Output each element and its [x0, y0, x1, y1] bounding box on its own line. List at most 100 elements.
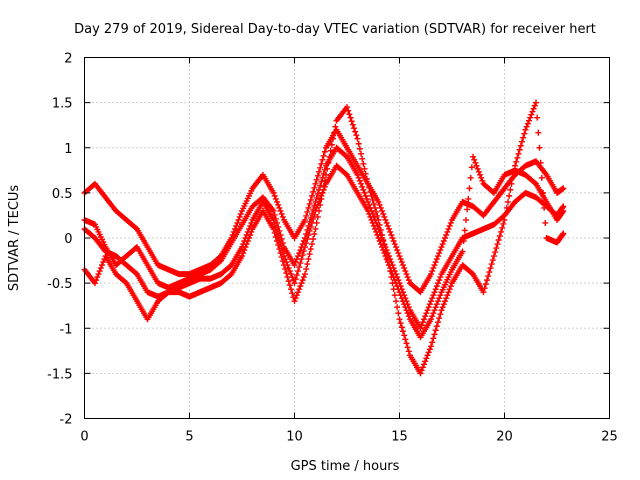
data-point-trail — [492, 220, 507, 256]
data-point-trail — [534, 114, 549, 226]
data-point-trail — [334, 128, 349, 149]
data-point-trail — [282, 246, 297, 267]
data-point — [396, 316, 403, 323]
data-point-trail — [397, 256, 412, 284]
data-point-trail — [492, 186, 507, 204]
x-tick-label: 5 — [185, 430, 193, 445]
data-point-trail — [345, 173, 360, 194]
x-tick-label: 0 — [80, 430, 88, 445]
series-4 — [81, 153, 567, 341]
data-point-trail — [481, 200, 496, 217]
data-point-trail — [439, 219, 454, 248]
data-point-trail — [208, 254, 223, 268]
data-point-trail — [114, 254, 129, 268]
data-point — [270, 189, 277, 196]
data-point-trail — [303, 202, 318, 237]
data-point-trail — [376, 238, 391, 266]
data-point-trail — [471, 273, 486, 294]
data-point-trail — [450, 200, 465, 221]
data-point-trail — [282, 266, 297, 301]
chart-title: Day 279 of 2019, Sidereal Day-to-day VTE… — [74, 22, 596, 37]
data-point — [92, 280, 98, 287]
data-point — [291, 262, 298, 269]
data-point-trail — [145, 300, 160, 321]
data-point-trail — [429, 247, 444, 275]
data-point — [491, 253, 497, 260]
data-point — [470, 153, 476, 160]
data-point-trail — [261, 195, 276, 213]
data-point-trail — [82, 226, 97, 240]
data-point — [522, 126, 529, 133]
data-point-trail — [229, 223, 244, 244]
data-point-trail — [450, 237, 465, 258]
data-point-trail — [135, 246, 150, 267]
data-point — [291, 280, 298, 287]
data-point-trail — [418, 318, 433, 339]
data-point-trail — [313, 166, 328, 201]
data-point-trail — [135, 273, 150, 294]
data-point-trail — [408, 281, 423, 295]
data-point-trail — [240, 228, 255, 257]
data-point — [375, 216, 382, 223]
data-point-trail — [219, 272, 234, 286]
data-point — [365, 198, 371, 205]
data-point — [312, 207, 319, 214]
data-point-trail — [376, 201, 391, 229]
data-point — [302, 271, 308, 278]
data-point-trail — [303, 230, 318, 273]
data-point-trail — [355, 164, 370, 185]
data-point-trail — [229, 255, 244, 276]
series-3 — [81, 99, 567, 377]
data-point-trail — [334, 105, 349, 123]
data-point-trail — [387, 265, 402, 293]
data-point — [365, 180, 371, 187]
data-point-trail — [292, 218, 307, 239]
data-point-trail — [313, 183, 328, 211]
data-marks — [81, 99, 567, 377]
data-point-trail — [439, 283, 454, 311]
data-point-trail — [366, 201, 381, 229]
axis-ticks: 0 5 10 15 20 25 -2 -1.5 -1 -0.5 0 0.5 1 1.5 2 — [47, 52, 618, 445]
data-point — [396, 253, 403, 260]
data-point-trail — [439, 269, 454, 293]
data-point-trail — [124, 217, 139, 231]
data-point-trail — [93, 182, 108, 199]
series-1 — [81, 126, 567, 296]
data-point-trail — [324, 123, 339, 172]
data-point — [344, 104, 350, 111]
y-tick-label: -2 — [60, 413, 73, 428]
data-point-trail — [103, 195, 118, 213]
data-point-trail — [229, 210, 244, 238]
data-point-trail — [523, 102, 538, 130]
data-point — [417, 370, 424, 377]
data-point-trail — [114, 208, 129, 222]
data-point-trail — [292, 238, 307, 266]
data-point-trail — [460, 164, 475, 245]
data-point-trail — [492, 213, 507, 227]
y-tick-label: -1 — [60, 322, 73, 337]
data-point — [312, 180, 319, 187]
data-point-trail — [534, 182, 549, 203]
data-point — [560, 230, 567, 237]
data-point-trail — [534, 159, 549, 177]
data-point — [386, 225, 392, 232]
data-point-trail — [93, 223, 108, 248]
data-point — [428, 271, 434, 278]
data-point — [533, 99, 539, 106]
data-point-trail — [303, 184, 318, 219]
data-point-trail — [229, 246, 244, 267]
data-point-trail — [292, 248, 307, 283]
data-point-trail — [397, 292, 412, 320]
y-tick-label: 0 — [64, 232, 72, 247]
data-point-trail — [124, 282, 139, 303]
data-point-trail — [114, 272, 129, 286]
data-point-trail — [261, 209, 276, 230]
data-point — [239, 253, 245, 260]
y-tick-label: -0.5 — [47, 277, 72, 292]
data-point-trail — [324, 164, 339, 185]
data-point — [375, 235, 382, 241]
data-point-trail — [355, 191, 370, 212]
data-point-trail — [82, 268, 97, 285]
data-point-trail — [334, 145, 349, 159]
y-tick-label: -1.5 — [47, 367, 72, 382]
